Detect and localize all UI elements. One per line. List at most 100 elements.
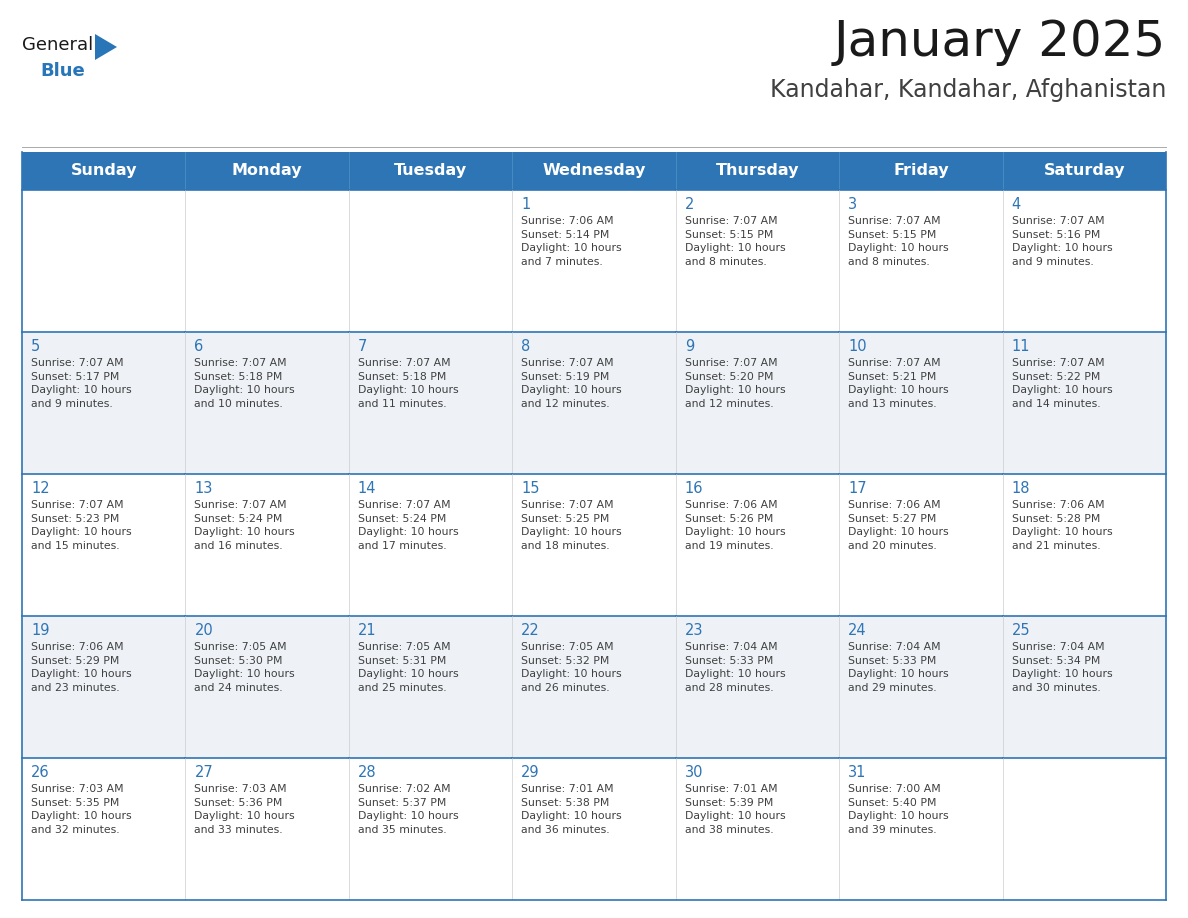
Bar bbox=[1003, 190, 1165, 332]
Text: 7: 7 bbox=[358, 339, 367, 354]
Bar bbox=[349, 758, 512, 900]
Text: Sunrise: 7:07 AM
Sunset: 5:15 PM
Daylight: 10 hours
and 8 minutes.: Sunrise: 7:07 AM Sunset: 5:15 PM Dayligh… bbox=[684, 216, 785, 267]
Bar bbox=[349, 152, 512, 190]
Text: Sunrise: 7:06 AM
Sunset: 5:27 PM
Daylight: 10 hours
and 20 minutes.: Sunrise: 7:06 AM Sunset: 5:27 PM Dayligh… bbox=[848, 500, 949, 551]
Text: January 2025: January 2025 bbox=[834, 18, 1165, 66]
Text: 20: 20 bbox=[195, 623, 213, 638]
Text: Sunrise: 7:03 AM
Sunset: 5:36 PM
Daylight: 10 hours
and 33 minutes.: Sunrise: 7:03 AM Sunset: 5:36 PM Dayligh… bbox=[195, 784, 295, 834]
Text: Blue: Blue bbox=[40, 62, 84, 80]
Bar bbox=[23, 152, 185, 190]
Text: 31: 31 bbox=[848, 765, 866, 780]
Bar bbox=[23, 332, 185, 474]
Bar bbox=[839, 474, 1003, 616]
Text: Thursday: Thursday bbox=[715, 163, 800, 178]
Bar bbox=[676, 474, 839, 616]
Text: Sunrise: 7:04 AM
Sunset: 5:34 PM
Daylight: 10 hours
and 30 minutes.: Sunrise: 7:04 AM Sunset: 5:34 PM Dayligh… bbox=[1011, 642, 1112, 693]
Text: 9: 9 bbox=[684, 339, 694, 354]
Text: Sunrise: 7:06 AM
Sunset: 5:29 PM
Daylight: 10 hours
and 23 minutes.: Sunrise: 7:06 AM Sunset: 5:29 PM Dayligh… bbox=[31, 642, 132, 693]
Text: 11: 11 bbox=[1011, 339, 1030, 354]
Text: Sunrise: 7:07 AM
Sunset: 5:23 PM
Daylight: 10 hours
and 15 minutes.: Sunrise: 7:07 AM Sunset: 5:23 PM Dayligh… bbox=[31, 500, 132, 551]
Text: 10: 10 bbox=[848, 339, 867, 354]
Text: Sunrise: 7:05 AM
Sunset: 5:31 PM
Daylight: 10 hours
and 25 minutes.: Sunrise: 7:05 AM Sunset: 5:31 PM Dayligh… bbox=[358, 642, 459, 693]
Polygon shape bbox=[95, 34, 116, 60]
Bar bbox=[1003, 616, 1165, 758]
Bar bbox=[512, 190, 676, 332]
Bar bbox=[839, 616, 1003, 758]
Text: 26: 26 bbox=[31, 765, 50, 780]
Text: Sunrise: 7:07 AM
Sunset: 5:18 PM
Daylight: 10 hours
and 11 minutes.: Sunrise: 7:07 AM Sunset: 5:18 PM Dayligh… bbox=[358, 358, 459, 409]
Text: 12: 12 bbox=[31, 481, 50, 496]
Text: 1: 1 bbox=[522, 197, 531, 212]
Bar bbox=[512, 474, 676, 616]
Bar bbox=[185, 758, 349, 900]
Bar bbox=[839, 332, 1003, 474]
Text: Sunrise: 7:07 AM
Sunset: 5:16 PM
Daylight: 10 hours
and 9 minutes.: Sunrise: 7:07 AM Sunset: 5:16 PM Dayligh… bbox=[1011, 216, 1112, 267]
Text: Sunrise: 7:00 AM
Sunset: 5:40 PM
Daylight: 10 hours
and 39 minutes.: Sunrise: 7:00 AM Sunset: 5:40 PM Dayligh… bbox=[848, 784, 949, 834]
Text: 5: 5 bbox=[31, 339, 40, 354]
Bar bbox=[676, 758, 839, 900]
Bar bbox=[839, 190, 1003, 332]
Bar bbox=[839, 758, 1003, 900]
Bar bbox=[676, 332, 839, 474]
Text: 13: 13 bbox=[195, 481, 213, 496]
Text: 17: 17 bbox=[848, 481, 867, 496]
Text: Sunrise: 7:06 AM
Sunset: 5:28 PM
Daylight: 10 hours
and 21 minutes.: Sunrise: 7:06 AM Sunset: 5:28 PM Dayligh… bbox=[1011, 500, 1112, 551]
Bar bbox=[1003, 474, 1165, 616]
Bar bbox=[1003, 758, 1165, 900]
Bar bbox=[349, 474, 512, 616]
Bar bbox=[512, 616, 676, 758]
Text: Sunrise: 7:07 AM
Sunset: 5:15 PM
Daylight: 10 hours
and 8 minutes.: Sunrise: 7:07 AM Sunset: 5:15 PM Dayligh… bbox=[848, 216, 949, 267]
Bar bbox=[349, 616, 512, 758]
Text: Sunday: Sunday bbox=[70, 163, 137, 178]
Bar bbox=[185, 152, 349, 190]
Bar bbox=[676, 152, 839, 190]
Text: Sunrise: 7:04 AM
Sunset: 5:33 PM
Daylight: 10 hours
and 28 minutes.: Sunrise: 7:04 AM Sunset: 5:33 PM Dayligh… bbox=[684, 642, 785, 693]
Text: Sunrise: 7:04 AM
Sunset: 5:33 PM
Daylight: 10 hours
and 29 minutes.: Sunrise: 7:04 AM Sunset: 5:33 PM Dayligh… bbox=[848, 642, 949, 693]
Text: 30: 30 bbox=[684, 765, 703, 780]
Text: 4: 4 bbox=[1011, 197, 1020, 212]
Text: Sunrise: 7:01 AM
Sunset: 5:39 PM
Daylight: 10 hours
and 38 minutes.: Sunrise: 7:01 AM Sunset: 5:39 PM Dayligh… bbox=[684, 784, 785, 834]
Bar bbox=[185, 474, 349, 616]
Bar bbox=[1003, 152, 1165, 190]
Bar bbox=[23, 758, 185, 900]
Bar bbox=[185, 190, 349, 332]
Text: Sunrise: 7:07 AM
Sunset: 5:24 PM
Daylight: 10 hours
and 17 minutes.: Sunrise: 7:07 AM Sunset: 5:24 PM Dayligh… bbox=[358, 500, 459, 551]
Text: Sunrise: 7:07 AM
Sunset: 5:17 PM
Daylight: 10 hours
and 9 minutes.: Sunrise: 7:07 AM Sunset: 5:17 PM Dayligh… bbox=[31, 358, 132, 409]
Bar bbox=[349, 190, 512, 332]
Text: Sunrise: 7:07 AM
Sunset: 5:19 PM
Daylight: 10 hours
and 12 minutes.: Sunrise: 7:07 AM Sunset: 5:19 PM Dayligh… bbox=[522, 358, 621, 409]
Bar bbox=[512, 758, 676, 900]
Bar bbox=[1003, 332, 1165, 474]
Bar bbox=[349, 332, 512, 474]
Text: 14: 14 bbox=[358, 481, 377, 496]
Text: Friday: Friday bbox=[893, 163, 949, 178]
Text: 28: 28 bbox=[358, 765, 377, 780]
Bar bbox=[23, 616, 185, 758]
Text: 15: 15 bbox=[522, 481, 539, 496]
Text: Sunrise: 7:07 AM
Sunset: 5:20 PM
Daylight: 10 hours
and 12 minutes.: Sunrise: 7:07 AM Sunset: 5:20 PM Dayligh… bbox=[684, 358, 785, 409]
Bar bbox=[676, 190, 839, 332]
Bar bbox=[185, 616, 349, 758]
Text: 18: 18 bbox=[1011, 481, 1030, 496]
Text: Sunrise: 7:07 AM
Sunset: 5:25 PM
Daylight: 10 hours
and 18 minutes.: Sunrise: 7:07 AM Sunset: 5:25 PM Dayligh… bbox=[522, 500, 621, 551]
Text: 25: 25 bbox=[1011, 623, 1030, 638]
Text: Sunrise: 7:07 AM
Sunset: 5:22 PM
Daylight: 10 hours
and 14 minutes.: Sunrise: 7:07 AM Sunset: 5:22 PM Dayligh… bbox=[1011, 358, 1112, 409]
Text: 3: 3 bbox=[848, 197, 858, 212]
Text: 2: 2 bbox=[684, 197, 694, 212]
Text: Sunrise: 7:05 AM
Sunset: 5:30 PM
Daylight: 10 hours
and 24 minutes.: Sunrise: 7:05 AM Sunset: 5:30 PM Dayligh… bbox=[195, 642, 295, 693]
Text: 16: 16 bbox=[684, 481, 703, 496]
Text: 24: 24 bbox=[848, 623, 867, 638]
Text: Sunrise: 7:05 AM
Sunset: 5:32 PM
Daylight: 10 hours
and 26 minutes.: Sunrise: 7:05 AM Sunset: 5:32 PM Dayligh… bbox=[522, 642, 621, 693]
Text: Sunrise: 7:01 AM
Sunset: 5:38 PM
Daylight: 10 hours
and 36 minutes.: Sunrise: 7:01 AM Sunset: 5:38 PM Dayligh… bbox=[522, 784, 621, 834]
Text: Sunrise: 7:03 AM
Sunset: 5:35 PM
Daylight: 10 hours
and 32 minutes.: Sunrise: 7:03 AM Sunset: 5:35 PM Dayligh… bbox=[31, 784, 132, 834]
Text: 21: 21 bbox=[358, 623, 377, 638]
Text: 19: 19 bbox=[31, 623, 50, 638]
Bar bbox=[185, 332, 349, 474]
Text: 23: 23 bbox=[684, 623, 703, 638]
Text: Kandahar, Kandahar, Afghanistan: Kandahar, Kandahar, Afghanistan bbox=[770, 78, 1165, 102]
Bar bbox=[23, 474, 185, 616]
Text: 22: 22 bbox=[522, 623, 541, 638]
Text: Sunrise: 7:07 AM
Sunset: 5:24 PM
Daylight: 10 hours
and 16 minutes.: Sunrise: 7:07 AM Sunset: 5:24 PM Dayligh… bbox=[195, 500, 295, 551]
Text: Monday: Monday bbox=[232, 163, 303, 178]
Bar bbox=[512, 152, 676, 190]
Text: 6: 6 bbox=[195, 339, 203, 354]
